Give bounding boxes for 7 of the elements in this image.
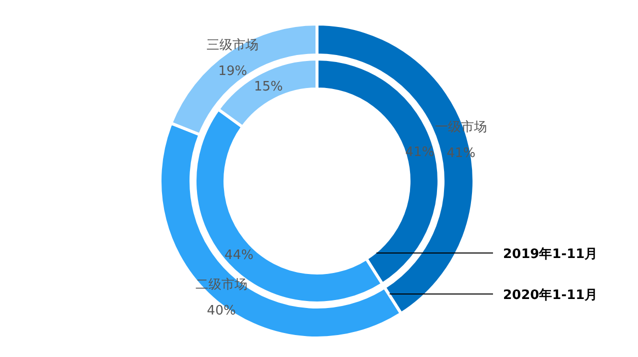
slice-label: 2020年1-11月 xyxy=(503,288,598,303)
data-label: 44% xyxy=(224,248,254,264)
data-label: 41% xyxy=(405,145,434,160)
data-label: 15% xyxy=(254,80,283,95)
data-label: 19% xyxy=(218,64,248,79)
slice-label: 2019年1-11月 xyxy=(503,247,598,262)
data-label: 40% xyxy=(206,304,236,319)
